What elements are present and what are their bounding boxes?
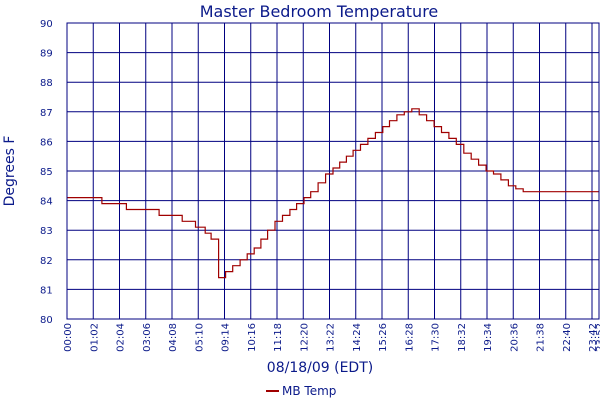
x-tick-label: 22:40 [562,323,573,352]
x-tick-label: 09:14 [221,323,232,352]
x-axis-label: 08/18/09 (EDT) [267,360,373,376]
legend-label: MB Temp [282,384,336,398]
x-tick-label: 23:42 [588,323,599,352]
y-tick-label: 87 [40,108,53,119]
y-tick-label: 82 [40,256,53,267]
y-tick-label: 86 [40,137,53,148]
x-tick-label: 13:22 [326,323,337,352]
y-tick-label: 83 [40,226,53,237]
y-tick-label: 84 [40,197,53,208]
x-tick-label: 19:34 [483,323,494,352]
x-tick-label: 18:32 [457,323,468,352]
x-tick-label: 20:36 [509,323,520,352]
x-tick-label: 03:06 [142,323,153,352]
x-axis-ticks: 00:00 01:02 02:04 03:06 04:08 05:10 09:14 10:16… [63,323,600,352]
y-tick-label: 80 [40,315,53,326]
x-tick-label: 01:02 [89,323,100,352]
x-tick-label: 15:26 [378,323,389,352]
series-layer [67,108,599,279]
x-tick-label: 05:10 [194,323,205,352]
x-tick-label: 21:38 [536,323,547,352]
y-axis-ticks: 80 81 82 83 84 85 86 87 88 89 90 [40,19,53,326]
x-tick-label: 04:08 [168,323,179,352]
series-line-mb-temp [67,108,599,279]
x-tick-label: 00:00 [63,323,74,352]
y-tick-label: 88 [40,78,53,89]
x-tick-label: 23:52 [595,323,600,352]
x-tick-label: 11:18 [273,323,284,352]
x-tick-label: 10:16 [247,323,258,352]
x-tick-label: 14:24 [352,323,363,352]
y-tick-label: 81 [40,285,53,296]
chart-title: Master Bedroom Temperature [200,2,439,21]
y-tick-label: 90 [40,19,53,30]
plot-frame [66,22,600,320]
y-axis-label: Degrees F [2,136,18,207]
x-tick-label: 02:04 [116,323,127,352]
y-tick-label: 85 [40,167,53,178]
x-tick-label: 12:20 [299,323,310,352]
x-tick-label: 17:30 [431,323,442,352]
legend: MB Temp [266,384,336,398]
y-tick-label: 89 [40,49,53,60]
x-tick-label: 16:28 [404,323,415,352]
